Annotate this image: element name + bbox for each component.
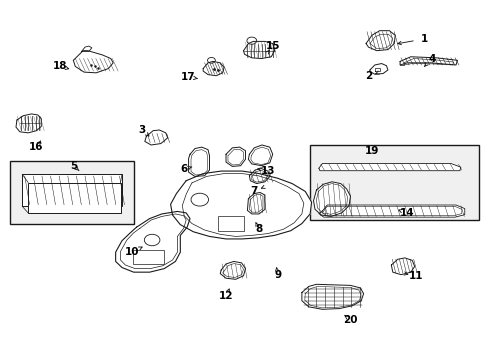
Polygon shape	[188, 147, 209, 176]
Text: 8: 8	[255, 224, 262, 234]
Polygon shape	[73, 51, 113, 73]
Polygon shape	[225, 147, 245, 166]
Text: 13: 13	[260, 166, 275, 176]
Polygon shape	[366, 31, 394, 51]
Polygon shape	[399, 57, 457, 65]
Polygon shape	[243, 41, 274, 59]
Polygon shape	[144, 130, 167, 145]
Text: 18: 18	[52, 62, 67, 71]
Bar	[217, 216, 244, 231]
Polygon shape	[318, 163, 460, 171]
Text: 9: 9	[273, 270, 281, 280]
Text: 17: 17	[181, 72, 196, 82]
Text: 4: 4	[427, 54, 434, 64]
Text: 5: 5	[70, 161, 77, 171]
Polygon shape	[170, 171, 311, 239]
Polygon shape	[16, 114, 41, 133]
Polygon shape	[247, 193, 264, 214]
Text: 15: 15	[265, 41, 279, 51]
Polygon shape	[81, 46, 92, 51]
Polygon shape	[301, 284, 363, 309]
Bar	[10, 161, 134, 224]
Bar	[22, 174, 122, 206]
Text: 11: 11	[407, 271, 422, 282]
Text: 16: 16	[29, 142, 43, 152]
Text: 19: 19	[364, 146, 378, 156]
Polygon shape	[369, 64, 387, 74]
Text: 20: 20	[343, 315, 357, 325]
Bar	[132, 250, 164, 264]
Bar	[309, 145, 478, 220]
Text: 10: 10	[124, 247, 139, 257]
Text: 12: 12	[218, 291, 233, 301]
Polygon shape	[116, 211, 190, 272]
Polygon shape	[249, 168, 269, 184]
Text: 1: 1	[420, 34, 427, 44]
Polygon shape	[220, 261, 245, 279]
Polygon shape	[248, 145, 272, 166]
Polygon shape	[390, 258, 414, 275]
Text: 7: 7	[250, 186, 257, 197]
Text: 6: 6	[180, 164, 187, 174]
Text: 2: 2	[364, 71, 371, 81]
Text: 3: 3	[139, 125, 146, 135]
Text: 14: 14	[399, 208, 414, 218]
Polygon shape	[203, 62, 224, 76]
Bar	[28, 183, 120, 213]
Polygon shape	[318, 205, 464, 217]
Polygon shape	[313, 182, 350, 216]
